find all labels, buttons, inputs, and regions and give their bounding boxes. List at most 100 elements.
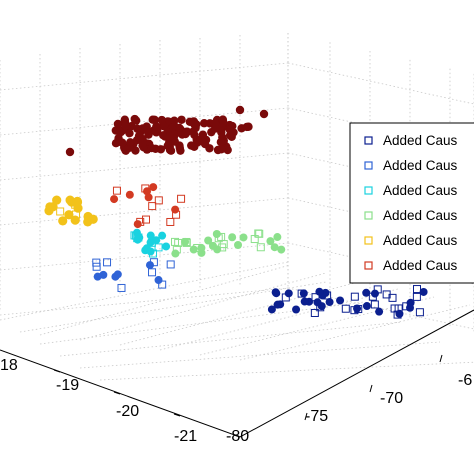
yellow-dot-marker — [52, 195, 62, 205]
light-green-dot-marker — [266, 237, 275, 246]
x-tick-label: -6 — [458, 372, 472, 389]
dark-red-dot-marker — [218, 132, 227, 142]
dark-red-dot-marker — [142, 126, 152, 135]
dark-red-dot-marker — [118, 138, 127, 147]
red-square-marker — [141, 215, 150, 224]
axis-tick — [439, 354, 443, 363]
navy-square-marker — [350, 292, 359, 301]
axis-tick — [53, 369, 61, 373]
dark-red-dot-marker — [170, 116, 179, 125]
navy-square-marker — [412, 292, 421, 301]
light-green-dot-marker — [197, 243, 206, 252]
yellow-square-marker — [56, 207, 65, 216]
axis-tick — [233, 434, 241, 438]
legend-square-icon — [364, 161, 373, 170]
axis-tick — [304, 412, 308, 421]
dark-red-dot-marker — [130, 114, 139, 124]
cyan-dot-marker — [146, 247, 155, 256]
yellow-dot-marker — [83, 211, 93, 222]
red-dot-marker — [171, 205, 180, 214]
dark-red-dot-marker — [152, 128, 161, 137]
legend-square-icon — [364, 186, 373, 195]
dark-red-dot-marker — [187, 141, 196, 150]
grid-line — [39, 301, 365, 345]
cyan-square-marker — [154, 243, 163, 252]
dark-red-dot-marker — [150, 115, 159, 125]
dark-red-dot-marker — [228, 121, 237, 131]
light-green-dot-marker — [234, 240, 243, 249]
blue-square-marker — [103, 258, 112, 267]
dark-red-dot-marker — [192, 120, 201, 129]
blue-square-marker — [148, 268, 157, 277]
light-green-dot-marker — [277, 245, 286, 254]
legend-square-icon — [364, 211, 373, 220]
grid-line — [0, 261, 289, 321]
light-green-dot-marker — [270, 243, 279, 252]
navy-dot-marker — [300, 297, 309, 306]
navy-dot-marker — [317, 302, 326, 311]
red-square-marker — [112, 186, 121, 195]
cyan-dot-marker — [162, 242, 171, 251]
dark-red-dot-marker — [210, 119, 220, 128]
dark-red-dot-marker — [182, 127, 192, 136]
dark-red-dot-marker — [159, 131, 168, 140]
dark-red-dot-marker — [126, 138, 135, 147]
legend-square-icon — [364, 136, 373, 145]
dark-red-dot-marker — [115, 127, 124, 136]
x-tick-label: -70 — [380, 390, 403, 407]
dark-red-dot-marker — [147, 143, 156, 153]
light-green-dot-marker — [239, 233, 248, 242]
dark-red-dot-marker — [200, 139, 210, 149]
blue-dot-marker — [113, 270, 122, 279]
z-tick-label: 18 — [0, 357, 18, 374]
grid-line — [99, 361, 474, 381]
navy-dot-marker — [362, 302, 371, 311]
grid-line — [0, 197, 289, 226]
red-dot-marker — [149, 183, 158, 192]
red-square-marker — [177, 194, 186, 203]
dark-red-dot-marker — [237, 124, 246, 133]
blue-square-marker — [117, 283, 126, 292]
red-square-marker — [148, 202, 157, 211]
navy-dot-marker — [362, 288, 371, 297]
dark-red-dot-marker — [235, 105, 245, 115]
yellow-dot-marker — [45, 202, 55, 212]
dark-red-dot-marker — [113, 119, 123, 129]
grid-line — [0, 62, 289, 91]
dark-red-dot-marker — [176, 146, 185, 155]
light-green-dot-marker — [212, 229, 221, 238]
navy-square-marker — [341, 304, 350, 313]
dark-red-dot-marker — [152, 122, 161, 131]
light-green-square-marker — [255, 229, 264, 238]
cyan-dot-marker — [146, 231, 155, 240]
yellow-dot-marker — [64, 210, 74, 220]
navy-square-marker — [412, 285, 421, 294]
grid-line — [0, 152, 289, 181]
dark-red-dot-marker — [65, 147, 75, 157]
navy-dot-marker — [375, 307, 384, 316]
blue-dot-marker — [93, 272, 102, 281]
blue-dot-marker — [154, 276, 163, 285]
navy-dot-marker — [325, 298, 334, 307]
legend-label: Added Caus — [383, 208, 458, 223]
yellow-dot-marker — [71, 198, 81, 208]
dark-red-dot-marker — [125, 129, 134, 138]
cyan-dot-marker — [152, 236, 161, 245]
z-tick-label: -19 — [56, 377, 79, 394]
red-dot-marker — [125, 190, 134, 199]
dark-red-dot-marker — [138, 134, 147, 144]
legend: Added Caus Added Caus Added Caus Added Caus… — [349, 122, 474, 284]
dark-red-dot-marker — [156, 145, 166, 154]
dark-red-dot-marker — [217, 145, 226, 154]
tick-labels: 18 -19 -20 -21 -80 -75 -70 -6 — [0, 357, 472, 445]
grid-line — [239, 304, 471, 361]
blue-dot-marker — [145, 261, 154, 270]
grid-line — [79, 272, 327, 341]
yellow-dot-marker — [58, 216, 68, 226]
grid-line — [287, 62, 474, 105]
cyan-dot-marker — [158, 231, 167, 240]
legend-label: Added Caus — [383, 233, 458, 248]
navy-dot-marker — [271, 288, 280, 297]
light-green-square-marker — [256, 243, 265, 252]
